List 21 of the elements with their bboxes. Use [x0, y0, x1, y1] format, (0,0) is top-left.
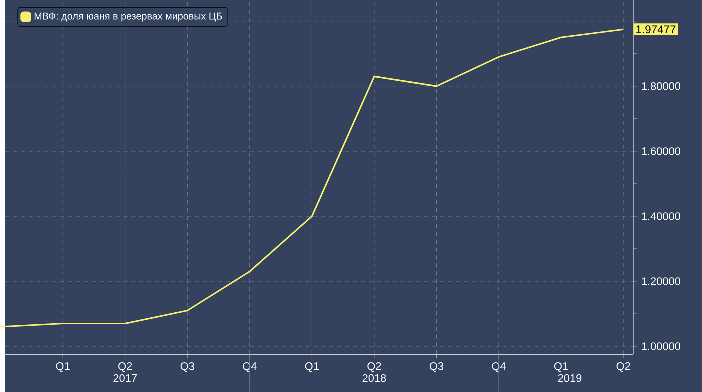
- y-tick-label: 1.80000: [642, 82, 681, 90]
- x-tick-label: Q1: [305, 362, 319, 372]
- y-tick-label: 1.20000: [642, 277, 681, 286]
- y-tick-label: 1.00000: [642, 342, 681, 350]
- x-tick-label: Q4: [243, 362, 257, 372]
- x-tick-label: Q2: [616, 362, 630, 372]
- x-tick-label: Q2: [118, 362, 132, 372]
- text: 2017: [114, 374, 137, 382]
- x-tick-label: Q3: [430, 362, 444, 372]
- data-label: 1.97477: [636, 25, 676, 34]
- y-tick-label: 1.60000: [642, 147, 681, 156]
- legend-label: МВФ: доля юаня в резервах мировых ЦБ: [34, 12, 222, 22]
- text: 2018: [362, 374, 386, 382]
- x-tick-label: Q3: [180, 362, 194, 372]
- y-tick-label: 1.40000: [642, 212, 681, 220]
- line-series: [0, 28, 624, 328]
- text: 2019: [558, 374, 582, 382]
- x-tick-label: Q4: [492, 362, 506, 372]
- x-tick-label: Q1: [554, 362, 568, 372]
- x-tick-label: Q1: [56, 362, 70, 372]
- x-tick-label: Q2: [368, 362, 382, 372]
